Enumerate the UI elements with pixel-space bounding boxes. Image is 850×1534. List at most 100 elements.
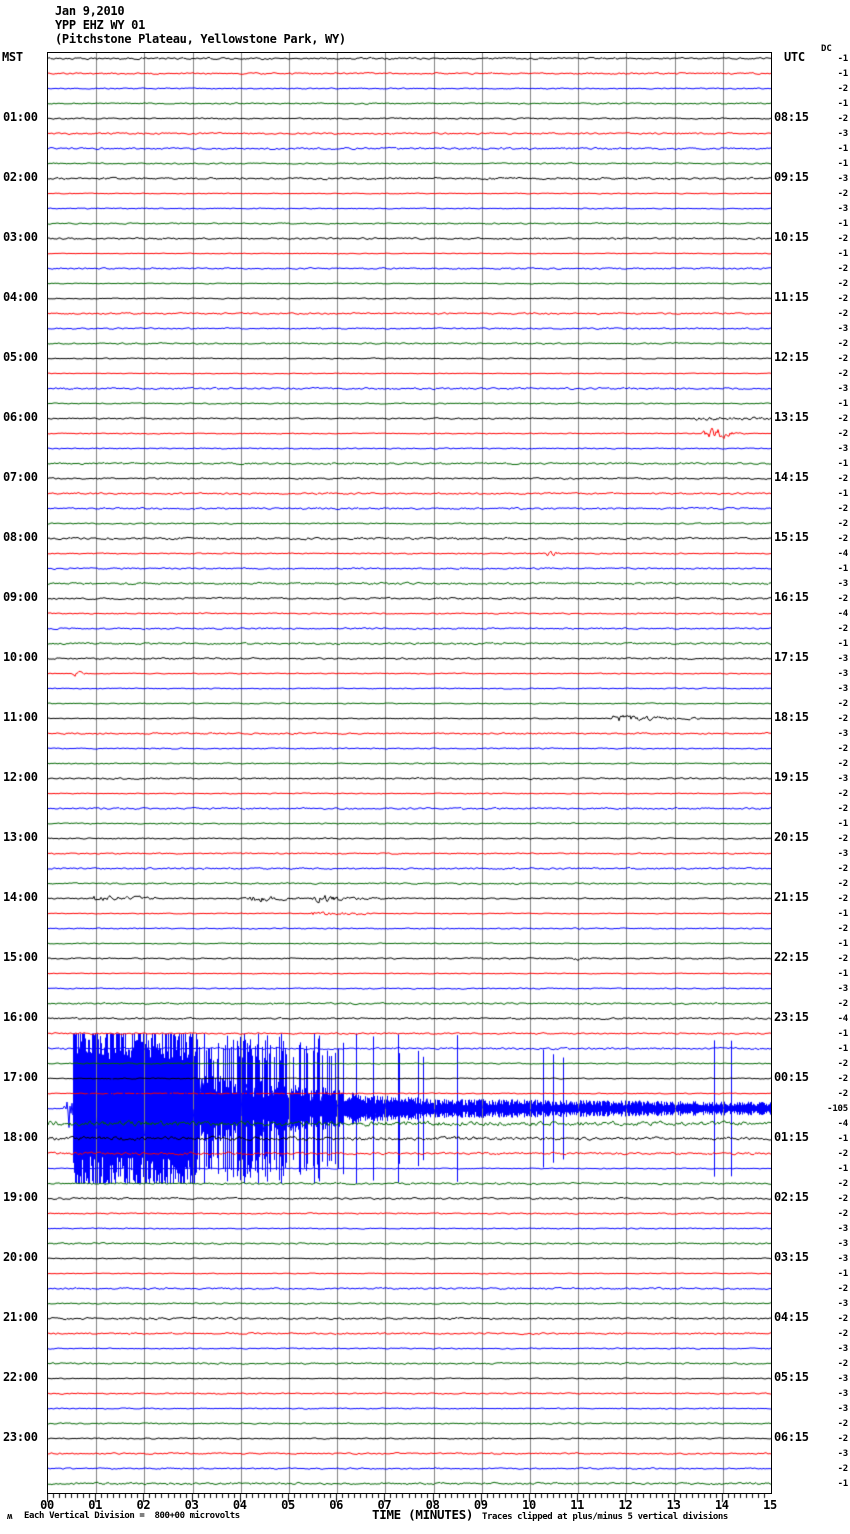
dc-value: -2 bbox=[837, 233, 849, 244]
dc-value: -2 bbox=[837, 1358, 849, 1369]
logo-glyph: ʍ bbox=[7, 1512, 13, 1522]
dc-value: -2 bbox=[837, 188, 849, 199]
dc-value: -1 bbox=[837, 1028, 849, 1039]
dc-value: -2 bbox=[837, 1328, 849, 1339]
left-hour-label: 11:00 bbox=[3, 709, 38, 724]
dc-value: -2 bbox=[837, 1208, 849, 1219]
helicorder-traces-canvas bbox=[48, 53, 771, 1493]
dc-value: -3 bbox=[837, 983, 849, 994]
dc-value: -4 bbox=[837, 608, 849, 619]
dc-value: -2 bbox=[837, 308, 849, 319]
dc-value: -2 bbox=[837, 533, 849, 544]
right-hour-label: 21:15 bbox=[774, 889, 809, 904]
dc-value: -1 bbox=[837, 158, 849, 169]
dc-value: -3 bbox=[837, 578, 849, 589]
dc-value: -1 bbox=[837, 1163, 849, 1174]
scale-note: Each Vertical Division = 800+00 microvol… bbox=[24, 1511, 240, 1521]
right-hour-label: 23:15 bbox=[774, 1009, 809, 1024]
x-tick-label: 10 bbox=[522, 1498, 536, 1512]
dc-value: -2 bbox=[837, 293, 849, 304]
left-hour-label: 04:00 bbox=[3, 289, 38, 304]
dc-value: -2 bbox=[837, 353, 849, 364]
x-tick-label: 06 bbox=[329, 1498, 344, 1512]
left-hour-label: 22:00 bbox=[3, 1369, 38, 1384]
x-tick-label: 14 bbox=[714, 1498, 729, 1512]
left-hour-label: 19:00 bbox=[3, 1189, 38, 1204]
dc-value: -3 bbox=[837, 383, 849, 394]
dc-value: -2 bbox=[837, 1058, 849, 1069]
dc-value: -2 bbox=[837, 893, 849, 904]
left-hour-label: 03:00 bbox=[3, 229, 38, 244]
dc-value: -2 bbox=[837, 878, 849, 889]
left-hour-label: 13:00 bbox=[3, 829, 38, 844]
dc-value: -2 bbox=[837, 953, 849, 964]
dc-value: -105 bbox=[827, 1103, 848, 1114]
dc-value: -2 bbox=[837, 413, 849, 424]
left-hour-label: 05:00 bbox=[3, 349, 38, 364]
right-hour-label: 04:15 bbox=[774, 1309, 809, 1324]
dc-value: -3 bbox=[837, 848, 849, 859]
x-tick-label: 13 bbox=[666, 1498, 681, 1512]
right-hour-label: 03:15 bbox=[774, 1249, 809, 1264]
left-hour-label: 21:00 bbox=[3, 1309, 38, 1324]
right-hour-label: 17:15 bbox=[774, 649, 809, 664]
left-hour-label: 02:00 bbox=[3, 169, 38, 184]
dc-value: -2 bbox=[837, 1088, 849, 1099]
dc-value: -1 bbox=[837, 1133, 849, 1144]
x-tick-label: 03 bbox=[184, 1498, 199, 1512]
header-date: Jan 9,2010 bbox=[55, 4, 125, 18]
time-axis-ticks bbox=[47, 1493, 770, 1504]
x-tick-label: 05 bbox=[281, 1498, 295, 1512]
dc-value: -3 bbox=[837, 323, 849, 334]
dc-value: -1 bbox=[837, 488, 849, 499]
dc-value: -1 bbox=[837, 818, 849, 829]
dc-value: -2 bbox=[837, 923, 849, 934]
dc-value: -3 bbox=[837, 1388, 849, 1399]
dc-value: -1 bbox=[837, 248, 849, 259]
left-hour-label: 01:00 bbox=[3, 109, 38, 124]
left-hour-label: 16:00 bbox=[3, 1009, 38, 1024]
left-hour-label: 10:00 bbox=[3, 649, 38, 664]
left-hour-label: 07:00 bbox=[3, 469, 38, 484]
x-tick-label: 09 bbox=[473, 1498, 488, 1512]
dc-value: -2 bbox=[837, 623, 849, 634]
dc-value: -1 bbox=[837, 218, 849, 229]
left-hour-label: 17:00 bbox=[3, 1069, 38, 1084]
dc-value: -2 bbox=[837, 113, 849, 124]
dc-value: -2 bbox=[837, 743, 849, 754]
dc-value: -2 bbox=[837, 503, 849, 514]
right-hour-label: 09:15 bbox=[774, 169, 809, 184]
dc-value: -2 bbox=[837, 863, 849, 874]
right-hour-label: 05:15 bbox=[774, 1369, 809, 1384]
helicorder-plot bbox=[47, 52, 772, 1494]
right-hour-label: 00:15 bbox=[774, 1069, 809, 1084]
clip-note: Traces clipped at plus/minus 5 vertical … bbox=[482, 1512, 728, 1522]
dc-value: -1 bbox=[837, 908, 849, 919]
right-hour-label: 22:15 bbox=[774, 949, 809, 964]
dc-value: -1 bbox=[837, 1268, 849, 1279]
dc-value: -2 bbox=[837, 1193, 849, 1204]
dc-value: -3 bbox=[837, 1238, 849, 1249]
dc-value: -1 bbox=[837, 53, 849, 64]
x-tick-label: 00 bbox=[40, 1498, 54, 1512]
dc-value: -1 bbox=[837, 68, 849, 79]
x-tick-label: 08 bbox=[425, 1498, 440, 1512]
dc-value: -1 bbox=[837, 1043, 849, 1054]
x-tick-label: 04 bbox=[232, 1498, 247, 1512]
dc-value: -2 bbox=[837, 698, 849, 709]
dc-value: -2 bbox=[837, 758, 849, 769]
right-hour-label: 08:15 bbox=[774, 109, 809, 124]
dc-value: -3 bbox=[837, 653, 849, 664]
dc-value: -2 bbox=[837, 788, 849, 799]
dc-value: -3 bbox=[837, 1403, 849, 1414]
dc-value: -1 bbox=[837, 458, 849, 469]
header-station: YPP EHZ WY 01 bbox=[55, 18, 146, 32]
dc-value: -3 bbox=[837, 773, 849, 784]
dc-value: -2 bbox=[837, 518, 849, 529]
dc-value: -3 bbox=[837, 1373, 849, 1384]
dc-value: -1 bbox=[837, 638, 849, 649]
right-hour-label: 15:15 bbox=[774, 529, 809, 544]
left-hour-label: 15:00 bbox=[3, 949, 38, 964]
dc-value: -2 bbox=[837, 263, 849, 274]
x-axis-title: TIME (MINUTES) bbox=[372, 1507, 474, 1522]
